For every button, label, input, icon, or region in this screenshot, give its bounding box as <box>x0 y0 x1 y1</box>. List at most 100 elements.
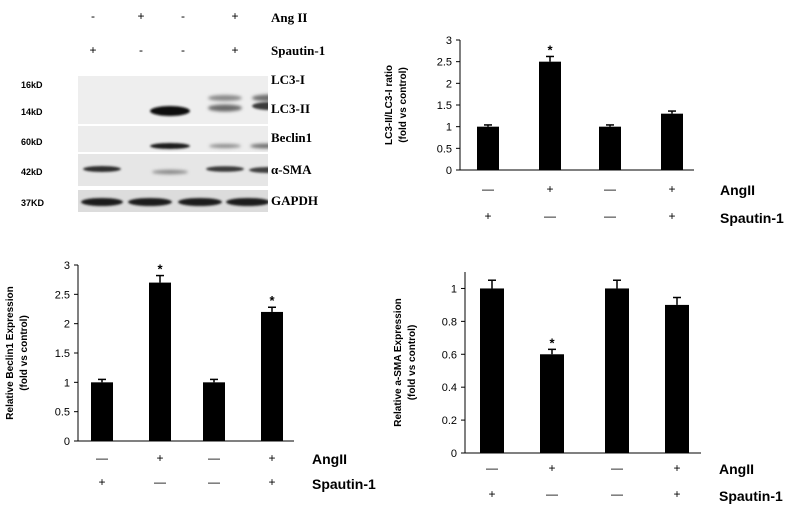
significance-star: * <box>157 262 163 277</box>
treatment-sign: + <box>98 475 105 489</box>
band-beclin1 <box>209 144 241 148</box>
y-axis-label: Relative Beclin1 Expression <box>5 286 16 419</box>
bar <box>540 354 564 453</box>
band-gapdh <box>226 198 268 206</box>
blot-angii-sign: + <box>137 9 145 23</box>
bar <box>480 288 504 453</box>
gapdh-strip <box>78 190 268 212</box>
treatment-sign: + <box>673 461 680 475</box>
y-tick-label: 3 <box>64 260 70 272</box>
treatment-sign: — <box>486 461 498 475</box>
bar <box>665 304 689 453</box>
treatment-sign: — <box>208 475 220 489</box>
blot-angii-sign: - <box>181 9 185 23</box>
treatment-sign: + <box>668 182 675 196</box>
treatment-label: Spautin-1 <box>719 488 783 504</box>
y-tick-label: 3 <box>446 35 452 47</box>
treatment-sign: — <box>611 487 623 501</box>
y-tick-label: 2 <box>64 319 70 331</box>
blot-image <box>78 76 268 212</box>
y-tick-label: 2.5 <box>55 289 70 301</box>
treatment-label: Spautin-1 <box>312 476 376 492</box>
bar <box>203 382 225 441</box>
treatment-sign: — <box>604 209 616 223</box>
blot-angii-sign: + <box>231 9 239 23</box>
band-beclin1 <box>250 143 268 149</box>
treatment-sign: — <box>482 182 494 196</box>
band-alpha-sma <box>152 169 188 175</box>
western-blot-panel: - + - + Ang II + - - + Spautin-1 16kD 14… <box>0 0 360 225</box>
blot-spautin-sign: - <box>139 43 143 57</box>
bar <box>91 382 113 441</box>
y-tick-label: 1.5 <box>55 348 70 360</box>
chart-beclin1: 0 0.5 1 1.5 2 2.5 3 Relative Beclin1 Expression… <box>5 260 376 492</box>
bar <box>605 288 629 453</box>
y-tick-label: 0.6 <box>442 349 457 361</box>
y-tick-label: 0.8 <box>442 316 457 328</box>
band-lc3-ii <box>150 106 190 116</box>
y-tick-label: 2.5 <box>437 57 452 69</box>
treatment-sign: — <box>604 182 616 196</box>
y-axis-label-unit: (fold vs control) <box>19 315 30 391</box>
band-gapdh <box>81 198 123 206</box>
bar <box>599 126 621 170</box>
treatment-label: AngII <box>719 461 754 477</box>
marker-60kd: 60kD <box>21 137 43 147</box>
marker-16kd: 16kD <box>21 80 43 90</box>
treatment-sign: — <box>154 475 166 489</box>
y-axis-label-unit: (fold vs control) <box>407 325 418 401</box>
blot-spautin-sign: + <box>231 43 239 57</box>
y-tick-label: 0 <box>64 436 70 448</box>
treatment-sign: + <box>546 182 553 196</box>
band-alpha-sma <box>206 166 244 172</box>
treatment-sign: + <box>673 487 680 501</box>
band-beclin1 <box>150 143 190 149</box>
blot-angii-sign: - <box>91 9 95 23</box>
treatment-label: AngII <box>720 182 755 198</box>
y-tick-label: 0.2 <box>442 415 457 427</box>
y-tick-label: 1 <box>451 283 457 295</box>
significance-star: * <box>269 293 275 308</box>
y-tick-label: 1 <box>64 377 70 389</box>
treatment-sign: — <box>546 487 558 501</box>
significance-star: * <box>547 42 553 57</box>
lc3-strip <box>78 76 268 124</box>
y-tick-label: 0.5 <box>55 407 70 419</box>
y-tick-label: 0 <box>451 448 457 460</box>
blot-spautin-label: Spautin-1 <box>271 43 326 58</box>
treatment-label: AngII <box>312 451 347 467</box>
band-gapdh <box>178 198 222 206</box>
treatment-sign: + <box>484 209 491 223</box>
treatment-sign: + <box>668 209 675 223</box>
y-tick-label: 1 <box>446 122 452 134</box>
bar <box>149 282 171 441</box>
chart-alpha-sma: 0 0.2 0.4 0.6 0.8 1 Relative a-SMA Expression(… <box>393 272 783 504</box>
band-gapdh <box>128 198 172 206</box>
bar <box>477 126 499 170</box>
band-lc3-ii <box>252 102 268 110</box>
y-tick-label: 0 <box>446 165 452 177</box>
significance-star: * <box>549 335 555 350</box>
marker-37kd: 37KD <box>21 198 45 208</box>
label-beclin1: Beclin1 <box>271 130 313 145</box>
bar <box>539 61 561 170</box>
y-axis-label-unit: (fold vs control) <box>398 67 409 143</box>
treatment-sign: — <box>544 209 556 223</box>
label-lc3-ii: LC3-II <box>271 101 311 116</box>
treatment-sign: — <box>208 451 220 465</box>
treatment-sign: + <box>156 451 163 465</box>
treatment-sign: + <box>488 487 495 501</box>
blot-spautin-sign: + <box>89 43 97 57</box>
chart-lc3-ratio: 0 0.5 1 1.5 2 2.5 3 LC3-II/LC3-I ratio (fold vs … <box>384 35 784 226</box>
band-alpha-sma <box>83 166 121 172</box>
label-alpha-sma: α-SMA <box>271 162 312 177</box>
band-lc3-i <box>252 94 268 102</box>
band-alpha-sma <box>249 167 268 173</box>
treatment-sign: + <box>268 475 275 489</box>
treatment-sign: — <box>96 451 108 465</box>
band-lc3-i <box>208 95 242 101</box>
marker-42kd: 42kD <box>21 167 43 177</box>
treatment-label: Spautin-1 <box>720 210 784 226</box>
blot-spautin-sign: - <box>181 43 185 57</box>
y-tick-label: 1.5 <box>437 100 452 112</box>
